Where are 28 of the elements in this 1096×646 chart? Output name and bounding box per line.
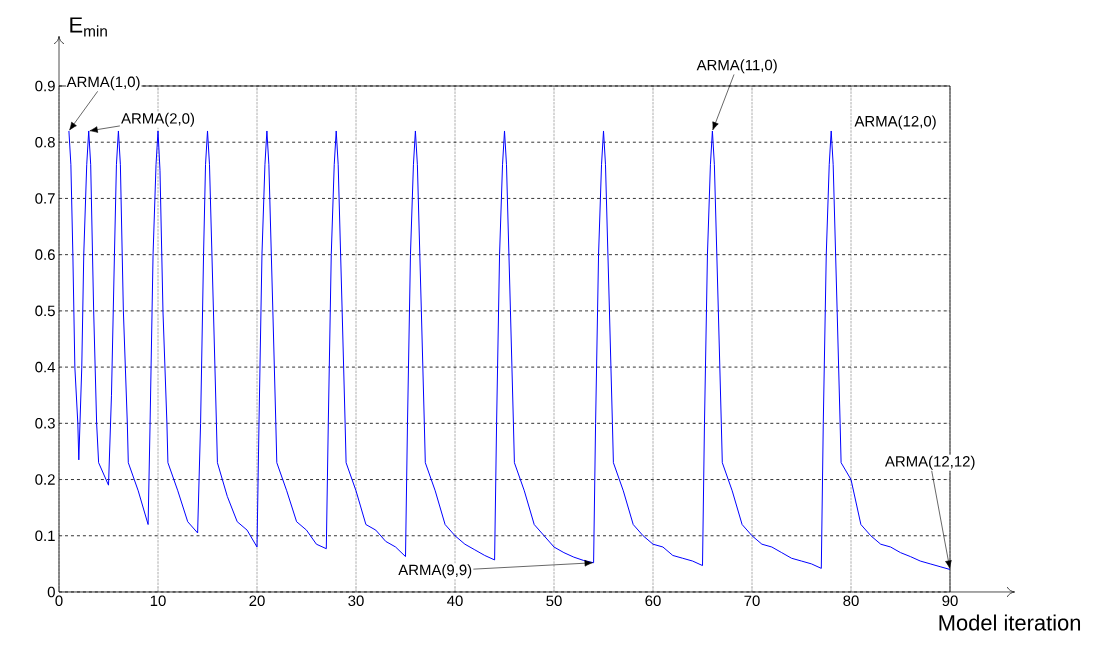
y-tick-label: 0.8 — [35, 136, 55, 148]
y-axis-title: E$_{min}$ — [70, 17, 107, 37]
x-tick-label: 60 — [645, 595, 661, 607]
annotation: ARMA(12,12) — [884, 455, 975, 470]
y-tick-label: 0.9 — [35, 80, 55, 92]
x-axis-title: Model iteration — [939, 614, 1081, 631]
y-tick-label: 0.6 — [35, 249, 55, 260]
x-tick-label: 0 — [55, 595, 63, 607]
annotation: ARMA(1,0) — [66, 76, 140, 91]
y-tick-label: 0.3 — [35, 418, 55, 429]
x-tick-label: 40 — [447, 595, 463, 607]
y-tick-label: 0.1 — [35, 530, 55, 542]
x-tick-label: 10 — [150, 595, 166, 607]
annotation: ARMA(12,0) — [854, 115, 936, 130]
annotation: ARMA(2,0) — [121, 112, 195, 127]
y-tick-label: 0.2 — [35, 474, 55, 485]
x-tick-label: 70 — [744, 595, 760, 607]
x-tick-label: 20 — [249, 595, 265, 607]
x-tick-label: 30 — [348, 595, 364, 607]
y-tick-label: 0.4 — [35, 361, 56, 373]
x-tick-label: 90 — [942, 595, 958, 607]
y-tick-label: 0 — [47, 586, 55, 598]
y-tick-label: 0.5 — [35, 305, 55, 317]
annotation: ARMA(9,9) — [398, 564, 472, 579]
x-tick-label: 50 — [546, 595, 562, 607]
y-tick-label: 0.7 — [35, 193, 55, 204]
annotation: ARMA(11,0) — [696, 59, 777, 74]
x-tick-label: 80 — [843, 595, 859, 607]
